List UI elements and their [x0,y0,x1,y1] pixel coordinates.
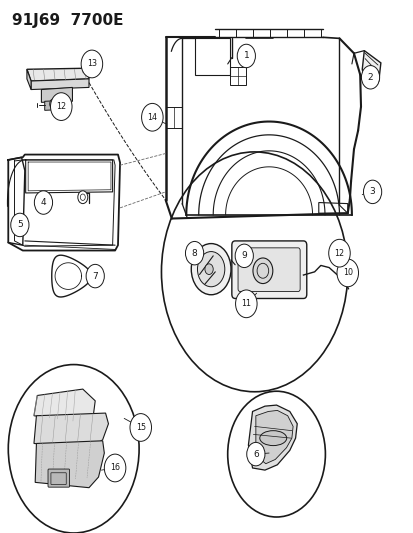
Circle shape [237,44,255,68]
Text: 8: 8 [191,249,197,257]
Polygon shape [35,441,104,488]
Polygon shape [248,405,297,470]
Circle shape [104,454,126,482]
Circle shape [50,99,58,109]
Text: 9: 9 [241,252,247,260]
Circle shape [191,244,230,295]
Circle shape [141,103,163,131]
Circle shape [363,180,381,204]
Text: 12: 12 [56,102,66,111]
Polygon shape [34,413,108,449]
Text: 12: 12 [334,249,344,257]
Text: 1: 1 [243,52,249,60]
Ellipse shape [259,431,286,446]
Circle shape [328,239,349,267]
Circle shape [50,93,72,120]
FancyBboxPatch shape [237,248,299,292]
Circle shape [78,191,88,204]
Circle shape [235,244,253,268]
Polygon shape [31,79,89,90]
Circle shape [361,66,379,89]
Circle shape [58,101,64,109]
Circle shape [246,442,264,466]
Text: 6: 6 [252,450,258,458]
Polygon shape [41,87,72,102]
Text: 3: 3 [369,188,375,196]
Text: 11: 11 [241,300,251,308]
Text: 15: 15 [135,423,145,432]
Text: 2: 2 [367,73,373,82]
Polygon shape [45,100,68,110]
Polygon shape [255,410,292,464]
Circle shape [197,252,224,287]
Circle shape [34,191,52,214]
Circle shape [130,414,151,441]
Polygon shape [27,68,89,81]
Polygon shape [34,389,95,422]
Text: 14: 14 [147,113,157,122]
Circle shape [204,264,213,274]
Circle shape [235,290,256,318]
FancyBboxPatch shape [48,469,69,487]
Text: 13: 13 [87,60,97,68]
Circle shape [185,241,203,265]
FancyBboxPatch shape [231,241,306,298]
Circle shape [86,264,104,288]
Circle shape [11,213,29,237]
Polygon shape [361,51,380,83]
Circle shape [336,259,358,287]
Circle shape [252,258,272,284]
Text: 16: 16 [110,464,120,472]
Text: 91J69  7700E: 91J69 7700E [12,13,123,28]
Circle shape [81,50,102,78]
Text: 5: 5 [17,221,23,229]
Text: 10: 10 [342,269,352,277]
Text: 7: 7 [92,272,98,280]
Text: 4: 4 [40,198,46,207]
Polygon shape [27,69,31,90]
